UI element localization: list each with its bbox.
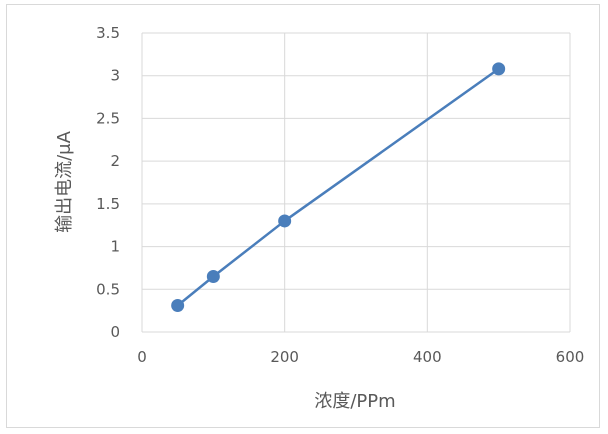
y-tick-label: 2.5 — [96, 109, 120, 127]
y-tick-label: 3.5 — [96, 24, 120, 42]
y-tick-label: 0 — [110, 323, 120, 341]
data-point — [206, 269, 220, 283]
grid-layer — [141, 32, 571, 333]
data-point — [492, 62, 506, 76]
y-tick-label: 1.5 — [96, 195, 120, 213]
data-point — [171, 299, 185, 313]
x-axis-title: 浓度/PPm — [314, 391, 395, 412]
y-tick-label: 2 — [110, 152, 120, 170]
y-axis-title: 输出电流/μA — [54, 130, 75, 233]
data-point — [278, 214, 292, 228]
x-tick-label: 400 — [413, 348, 442, 366]
series-line — [176, 67, 500, 307]
y-tick-label: 0.5 — [96, 280, 120, 298]
series-layer — [171, 62, 506, 313]
y-tick-label: 1 — [110, 238, 120, 256]
x-tick-label: 200 — [270, 348, 299, 366]
y-tick-label: 3 — [110, 67, 120, 85]
tick-layer: 0 0.5 1 1.5 2 2.5 3 3.5 0 200 400 600 — [96, 24, 584, 366]
x-tick-label: 600 — [556, 348, 585, 366]
x-tick-label: 0 — [137, 348, 147, 366]
